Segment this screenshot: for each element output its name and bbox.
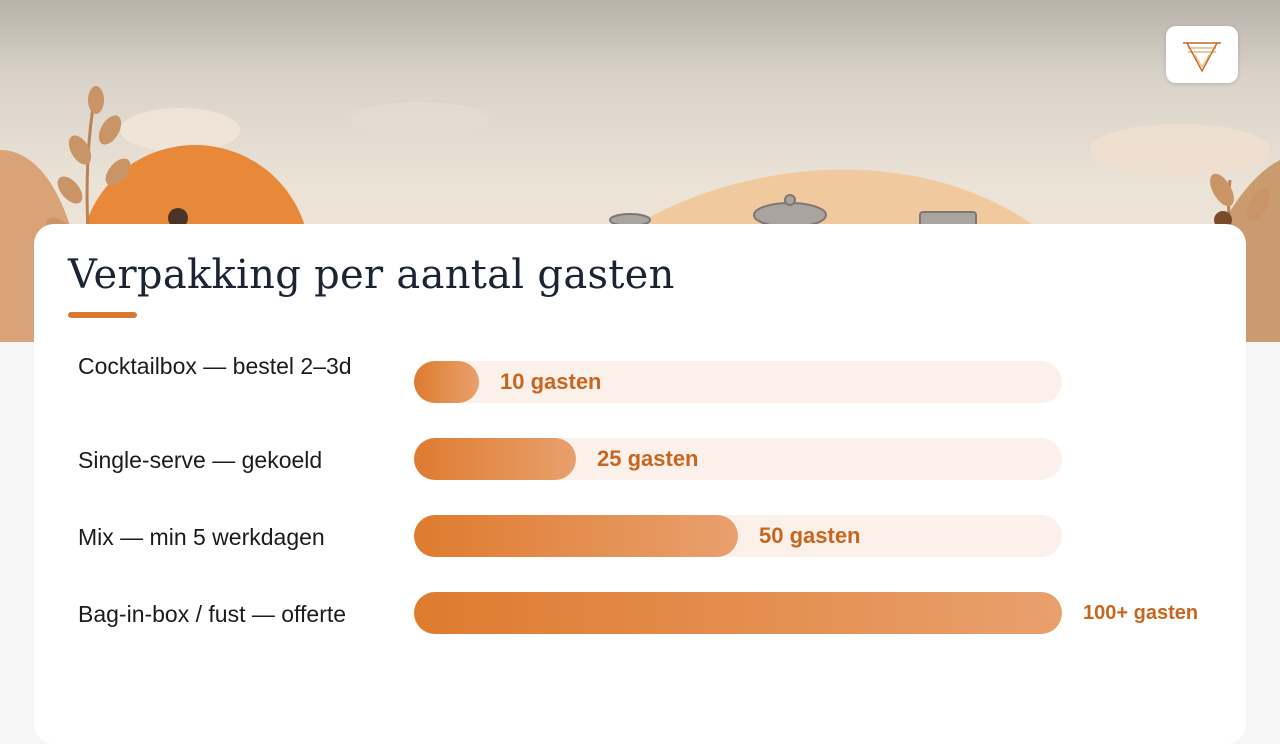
bar-row: Single-serve — gekoeld 25 gasten: [0, 0, 1280, 480]
bar-row: Mix — min 5 werkdagen 50 gasten: [0, 0, 1280, 557]
content-card: [34, 224, 1246, 744]
category-label: Single-serve — gekoeld: [78, 447, 323, 473]
page-title: Verpakking per aantal gasten: [68, 252, 675, 298]
bar-row: Cocktailbox — bestel 2–3d 10 gasten: [0, 0, 1280, 403]
bar-value-label: 25 gasten: [597, 446, 699, 471]
bar-row: Bag-in-box / fust — offerte 100+ gasten: [0, 0, 1280, 634]
brand-logo: [1166, 26, 1238, 83]
category-label: Cocktailbox — bestel 2–3d: [78, 353, 352, 379]
bar: [414, 515, 738, 557]
bar-value-label: 100+ gasten: [1083, 602, 1199, 624]
title-underline: [68, 312, 137, 318]
category-label: Bag-in-box / fust — offerte: [78, 601, 347, 627]
category-label: Mix — min 5 werkdagen: [78, 524, 325, 550]
bar-track: [414, 592, 1062, 634]
bar: [414, 438, 576, 480]
bar-track: [414, 361, 1062, 403]
logo-icon: [1183, 41, 1221, 72]
bar-track: [414, 438, 1062, 480]
bar: [414, 592, 1062, 634]
bar-value-label: 10 gasten: [500, 369, 602, 394]
bar-value-label: 50 gasten: [759, 523, 861, 548]
bar: [414, 361, 479, 403]
bar-track: [414, 515, 1062, 557]
